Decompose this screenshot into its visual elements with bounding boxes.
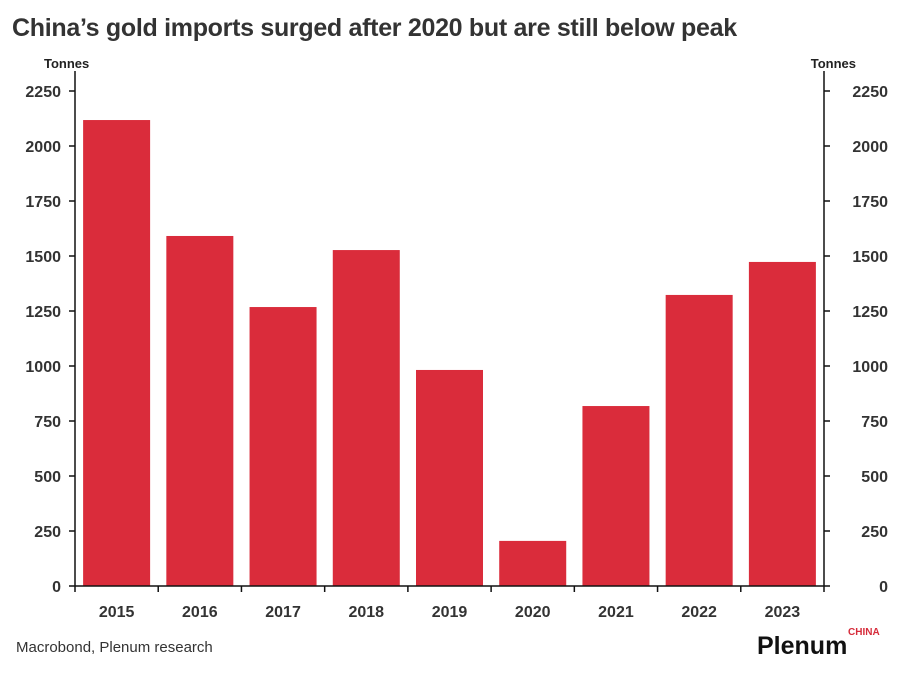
y-tick-label-left: 2250 [25,84,61,101]
chart-title: China’s gold imports surged after 2020 b… [12,14,737,42]
y-tick-label-left: 2000 [25,139,61,156]
y-tick-label-left: 500 [34,469,61,486]
x-tick-label: 2020 [515,604,551,621]
y-tick-label-right: 1000 [852,359,888,376]
x-tick-label: 2017 [265,604,301,621]
bar-2019 [416,369,483,586]
y-tick-label-right: 750 [861,414,888,431]
y-tick-label-left: 250 [34,524,61,541]
bar-2018 [332,250,400,586]
bar-2015 [83,120,151,586]
y-tick-label-left: 1500 [25,249,61,266]
bar-2021 [582,406,650,586]
x-tick-label: 2021 [598,604,634,621]
x-tick-label: 2019 [432,604,468,621]
y-tick-label-right: 250 [861,524,888,541]
y-tick-label-left: 1750 [25,194,61,211]
x-tick-label: 2023 [765,604,801,621]
bar-2023 [748,261,816,586]
x-tick-label: 2015 [99,604,135,621]
x-tick-label: 2018 [348,604,384,621]
y-tick-label-right: 500 [861,469,888,486]
y-tick-label-right: 2000 [852,139,888,156]
x-tick-label: 2016 [182,604,218,621]
y-axis-title-right: Tonnes [811,56,856,71]
bar-2020 [499,540,567,586]
y-tick-label-right: 2250 [852,84,888,101]
y-tick-label-left: 1250 [25,304,61,321]
y-tick-label-left: 1000 [25,359,61,376]
source-note: Macrobond, Plenum research [16,639,213,656]
y-tick-label-right: 1750 [852,194,888,211]
bar-2022 [665,294,733,586]
y-tick-label-right: 1250 [852,304,888,321]
y-tick-label-left: 750 [34,414,61,431]
x-tick-label: 2022 [681,604,717,621]
bar-2017 [249,307,317,586]
y-tick-label-right: 1500 [852,249,888,266]
bar-2016 [166,235,234,587]
y-tick-label-right: 0 [879,579,888,596]
y-tick-label-left: 0 [52,579,61,596]
y-axis-title-left: Tonnes [44,56,89,71]
plenum-logo: Plenum [757,632,848,660]
plenum-logo-sub: CHINA [848,627,880,638]
